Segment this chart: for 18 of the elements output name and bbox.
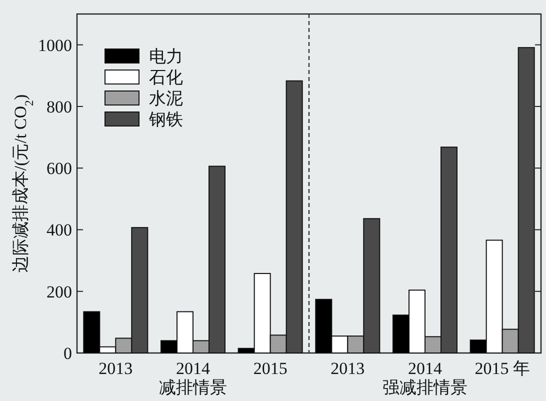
y-tick-label: 600 (46, 159, 72, 178)
y-tick-label: 400 (46, 220, 72, 240)
y-tick-label: 0 (64, 344, 72, 363)
legend-label: 水泥 (149, 89, 183, 108)
text: 强减排情景 (382, 378, 468, 397)
x-tick-label: 2015 (253, 359, 288, 378)
x-tick-label: 2014 (408, 359, 442, 378)
y-tick-label: 800 (46, 97, 72, 116)
x-tick-label: 2015 年 (474, 359, 530, 378)
legend-label: 钢铁 (148, 110, 183, 129)
legend-label: 电力 (149, 47, 183, 66)
x-tick-label: 2013 (98, 359, 133, 378)
y-tick-label: 1000 (38, 36, 72, 55)
y-tick-label: 200 (46, 282, 72, 302)
x-tick-label: 2014 (176, 359, 210, 378)
legend-label: 石化 (149, 68, 183, 87)
text: 减排情景 (159, 378, 227, 397)
x-tick-label: 2013 (330, 359, 365, 378)
